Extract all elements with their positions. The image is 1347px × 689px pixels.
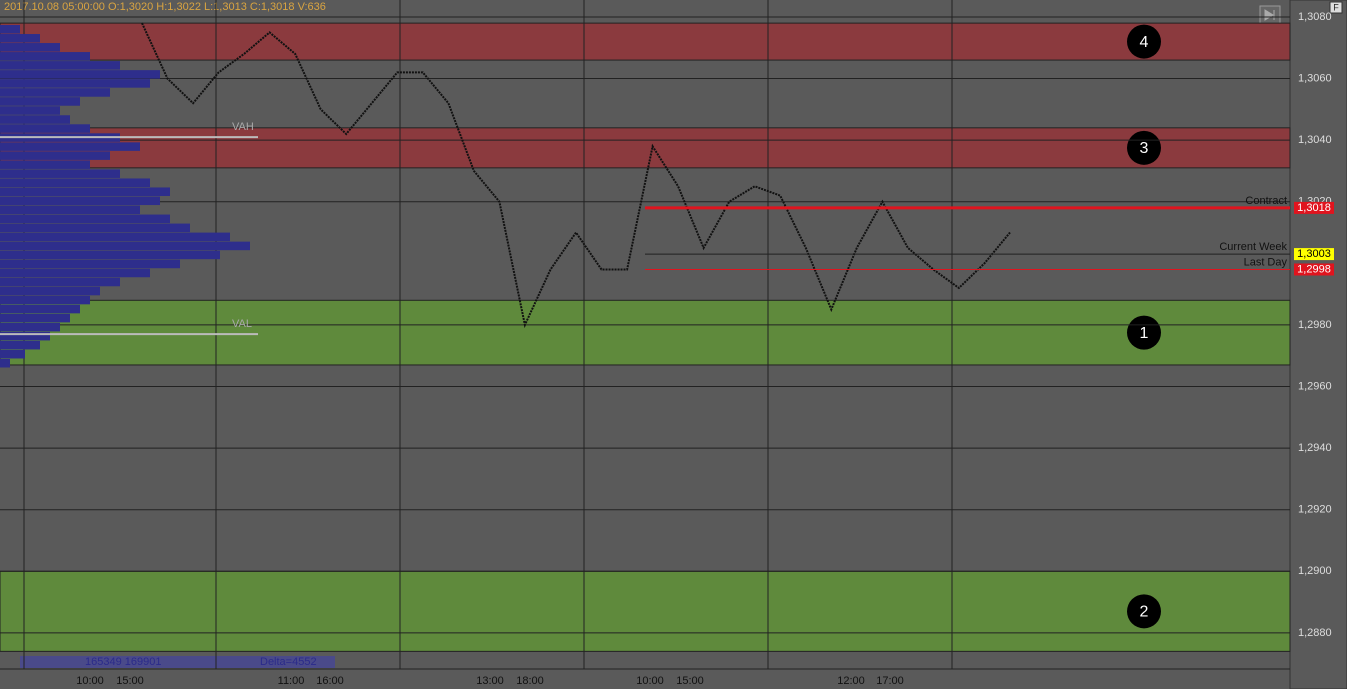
value-area-label: VAH	[232, 121, 254, 133]
price-tick-label: 1,2920	[1298, 504, 1332, 516]
price-axis-panel	[1289, 0, 1347, 689]
volume-row	[0, 160, 90, 169]
volume-row	[0, 304, 80, 314]
volume-row	[0, 34, 40, 43]
volume-row	[0, 250, 220, 260]
volume-row	[0, 223, 190, 233]
volume-row	[0, 322, 60, 332]
level-price-label: 1,3018	[1297, 202, 1331, 214]
volume-row	[0, 169, 120, 178]
time-label: 10:00	[76, 675, 104, 687]
footer-bar	[20, 656, 335, 668]
time-label: 18:00	[516, 675, 544, 687]
level-name: Contract	[1245, 195, 1287, 207]
level-price-box	[1294, 263, 1334, 276]
zone-number: 2	[1140, 604, 1149, 621]
price-path	[141, 22, 1011, 329]
volume-row	[0, 79, 150, 88]
zone	[0, 127, 1291, 169]
time-label: 16:00	[316, 675, 344, 687]
volume-row	[0, 178, 150, 187]
time-label: 11:00	[278, 675, 305, 687]
zone-badge	[1127, 594, 1161, 629]
volume-row	[0, 331, 50, 341]
price-tick-label: 1,2900	[1298, 565, 1332, 577]
zone	[0, 22, 1291, 61]
scroll-icon	[1264, 9, 1275, 21]
volume-row	[0, 196, 160, 206]
zone-number: 1	[1140, 325, 1149, 342]
volume-row	[0, 358, 10, 368]
volume-row	[0, 214, 170, 224]
price-tick-label: 1,3060	[1298, 72, 1332, 84]
time-label: 10:00	[636, 675, 664, 687]
time-label: 13:00	[476, 675, 504, 687]
volume-row	[0, 349, 25, 359]
ohlc-info: 2017.10.08 05:00:00 O:1,3020 H:1,3022 L:…	[4, 1, 326, 13]
footer-delta: Delta=4552	[260, 656, 317, 668]
price-tick-label: 1,3080	[1298, 11, 1332, 23]
corner-label[interactable]: F	[1333, 2, 1339, 12]
volume-row	[0, 268, 150, 278]
level-price-box	[1294, 248, 1334, 261]
price-tick-label: 1,3040	[1298, 134, 1332, 146]
volume-row	[0, 70, 160, 79]
zone	[0, 299, 1291, 366]
volume-row	[0, 259, 180, 269]
footer-volumes: 165349 169901	[85, 656, 161, 668]
volume-row	[0, 106, 60, 115]
level-price-label: 1,3003	[1297, 248, 1331, 260]
volume-row	[0, 205, 140, 215]
volume-row	[0, 340, 40, 350]
zone-number: 3	[1140, 140, 1149, 157]
price-tick-label: 1,2960	[1298, 380, 1332, 392]
volume-row	[0, 115, 70, 124]
volume-row	[0, 61, 120, 70]
volume-row	[0, 295, 90, 305]
level-price-box	[1294, 201, 1334, 214]
time-label: 15:00	[116, 675, 144, 687]
volume-row	[0, 277, 120, 287]
time-label: 17:00	[876, 675, 904, 687]
corner-box[interactable]	[1329, 1, 1343, 14]
volume-row	[0, 286, 100, 296]
volume-row	[0, 241, 250, 251]
volume-row	[0, 313, 70, 323]
volume-row	[0, 142, 140, 151]
volume-row	[0, 88, 110, 97]
zone-badge	[1127, 130, 1161, 165]
time-label: 12:00	[837, 675, 865, 687]
volume-row	[0, 124, 90, 133]
level-name: Current Week	[1219, 241, 1287, 253]
zone-badge	[1127, 315, 1161, 350]
volume-row	[0, 97, 80, 106]
volume-row	[0, 25, 20, 34]
level-name: Last Day	[1244, 256, 1288, 268]
value-area-label: VAL	[232, 318, 252, 330]
zone	[0, 570, 1291, 652]
zone-badge	[1127, 24, 1161, 59]
volume-row	[0, 151, 110, 160]
price-tick-label: 1,2980	[1298, 319, 1332, 331]
time-label: 15:00	[676, 675, 704, 687]
volume-row	[0, 43, 60, 52]
zone-number: 4	[1140, 34, 1149, 51]
level-price-label: 1,2998	[1297, 263, 1331, 275]
volume-row	[0, 232, 230, 242]
volume-row	[0, 187, 170, 196]
price-tick-label: 1,2940	[1298, 442, 1332, 454]
price-tick-label: 1,2880	[1298, 627, 1332, 639]
volume-row	[0, 52, 90, 61]
